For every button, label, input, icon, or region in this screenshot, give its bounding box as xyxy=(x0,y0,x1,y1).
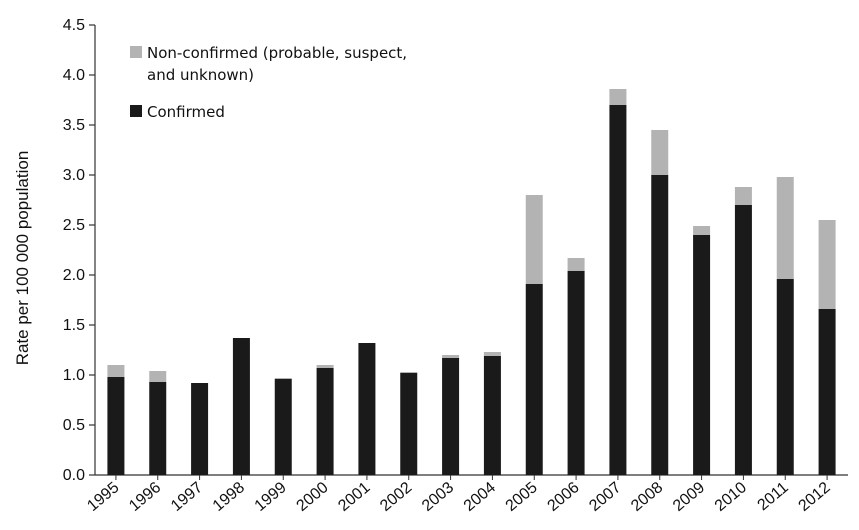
x-tick-label: 1996 xyxy=(126,479,164,515)
bar-non-confirmed-1995 xyxy=(107,365,125,377)
bar-non-confirmed-2009 xyxy=(693,226,711,235)
bar-non-confirmed-2006 xyxy=(567,258,585,271)
x-tick-label: 2006 xyxy=(544,479,582,515)
y-tick-label: 3.5 xyxy=(63,117,85,134)
bar-non-confirmed-2008 xyxy=(651,130,669,175)
bar-confirmed-2002 xyxy=(400,373,418,475)
bar-confirmed-2008 xyxy=(651,175,669,475)
legend-label: Confirmed xyxy=(147,103,225,121)
bar-confirmed-1996 xyxy=(149,382,167,475)
x-tick-label: 2009 xyxy=(670,479,708,515)
legend-label: Non-confirmed (probable, suspect, xyxy=(147,44,407,62)
bar-non-confirmed-2007 xyxy=(609,89,627,105)
x-tick-label: 2002 xyxy=(377,479,415,515)
bar-confirmed-2005 xyxy=(525,284,543,475)
bar-non-confirmed-2005 xyxy=(525,195,543,284)
x-tick-label: 2003 xyxy=(419,479,457,515)
legend-swatch xyxy=(130,46,142,58)
bar-non-confirmed-2004 xyxy=(483,352,501,356)
x-tick-labels: 1995 1996 1997 1998 1999 2000 2001 2002 2003 2004… xyxy=(84,475,834,515)
bar-confirmed-2004 xyxy=(483,356,501,475)
y-tick-label: 0.5 xyxy=(63,417,85,434)
y-axis-label-text: Rate per 100 000 population xyxy=(13,151,32,366)
bar-confirmed-2007 xyxy=(609,105,627,475)
x-tick-label: 1998 xyxy=(210,479,248,515)
axes xyxy=(94,25,848,476)
y-tick-label: 4.0 xyxy=(63,67,85,84)
bar-non-confirmed-1999 xyxy=(274,378,292,379)
bar-confirmed-2003 xyxy=(442,358,460,475)
x-tick-label: 2000 xyxy=(293,479,331,515)
legend: Non-confirmed (probable, suspect, and unk… xyxy=(130,44,407,121)
x-tick-label: 2008 xyxy=(628,479,666,515)
bar-confirmed-1998 xyxy=(232,338,250,475)
bar-confirmed-1997 xyxy=(191,383,209,475)
bar-confirmed-2010 xyxy=(734,205,752,475)
bar-confirmed-1999 xyxy=(274,379,292,475)
bar-confirmed-1995 xyxy=(107,377,125,475)
legend-swatch xyxy=(130,105,142,117)
bar-confirmed-2011 xyxy=(776,279,794,475)
bar-non-confirmed-2011 xyxy=(776,177,794,279)
bar-confirmed-2000 xyxy=(316,368,334,475)
bars xyxy=(107,89,836,475)
x-tick-label: 2012 xyxy=(795,479,833,515)
y-tick-label: 0.0 xyxy=(63,467,85,484)
bar-non-confirmed-1996 xyxy=(149,371,167,382)
bar-confirmed-2012 xyxy=(818,309,836,475)
y-axis-label: Rate per 100 000 population xyxy=(13,151,32,366)
bar-non-confirmed-2003 xyxy=(442,355,460,358)
y-tick-label: 2.0 xyxy=(63,267,85,284)
y-tick-label: 4.5 xyxy=(63,17,85,34)
bar-non-confirmed-2002 xyxy=(400,372,418,373)
bar-confirmed-2001 xyxy=(358,343,376,475)
legend-label: and unknown) xyxy=(147,66,254,84)
bar-non-confirmed-2000 xyxy=(316,365,334,368)
y-tick-labels: 0.0 0.5 1.0 1.5 2.0 2.5 3.0 3.5 4.0 4.5 xyxy=(63,17,95,484)
x-tick-label: 1995 xyxy=(84,479,122,515)
y-tick-label: 1.5 xyxy=(63,317,85,334)
x-tick-label: 2001 xyxy=(335,479,373,515)
x-tick-label: 2010 xyxy=(712,479,750,515)
bar-non-confirmed-2010 xyxy=(734,187,752,205)
y-tick-label: 1.0 xyxy=(63,367,85,384)
bar-confirmed-2009 xyxy=(693,235,711,475)
x-tick-label: 2007 xyxy=(586,479,624,515)
bar-non-confirmed-2012 xyxy=(818,220,836,309)
x-tick-label: 2005 xyxy=(503,479,541,515)
x-tick-label: 2004 xyxy=(461,479,499,515)
x-tick-label: 2011 xyxy=(755,479,792,514)
y-tick-label: 3.0 xyxy=(63,167,85,184)
bar-confirmed-2006 xyxy=(567,271,585,475)
y-tick-label: 2.5 xyxy=(63,217,85,234)
x-tick-label: 1997 xyxy=(168,479,206,515)
x-tick-label: 1999 xyxy=(252,479,290,515)
